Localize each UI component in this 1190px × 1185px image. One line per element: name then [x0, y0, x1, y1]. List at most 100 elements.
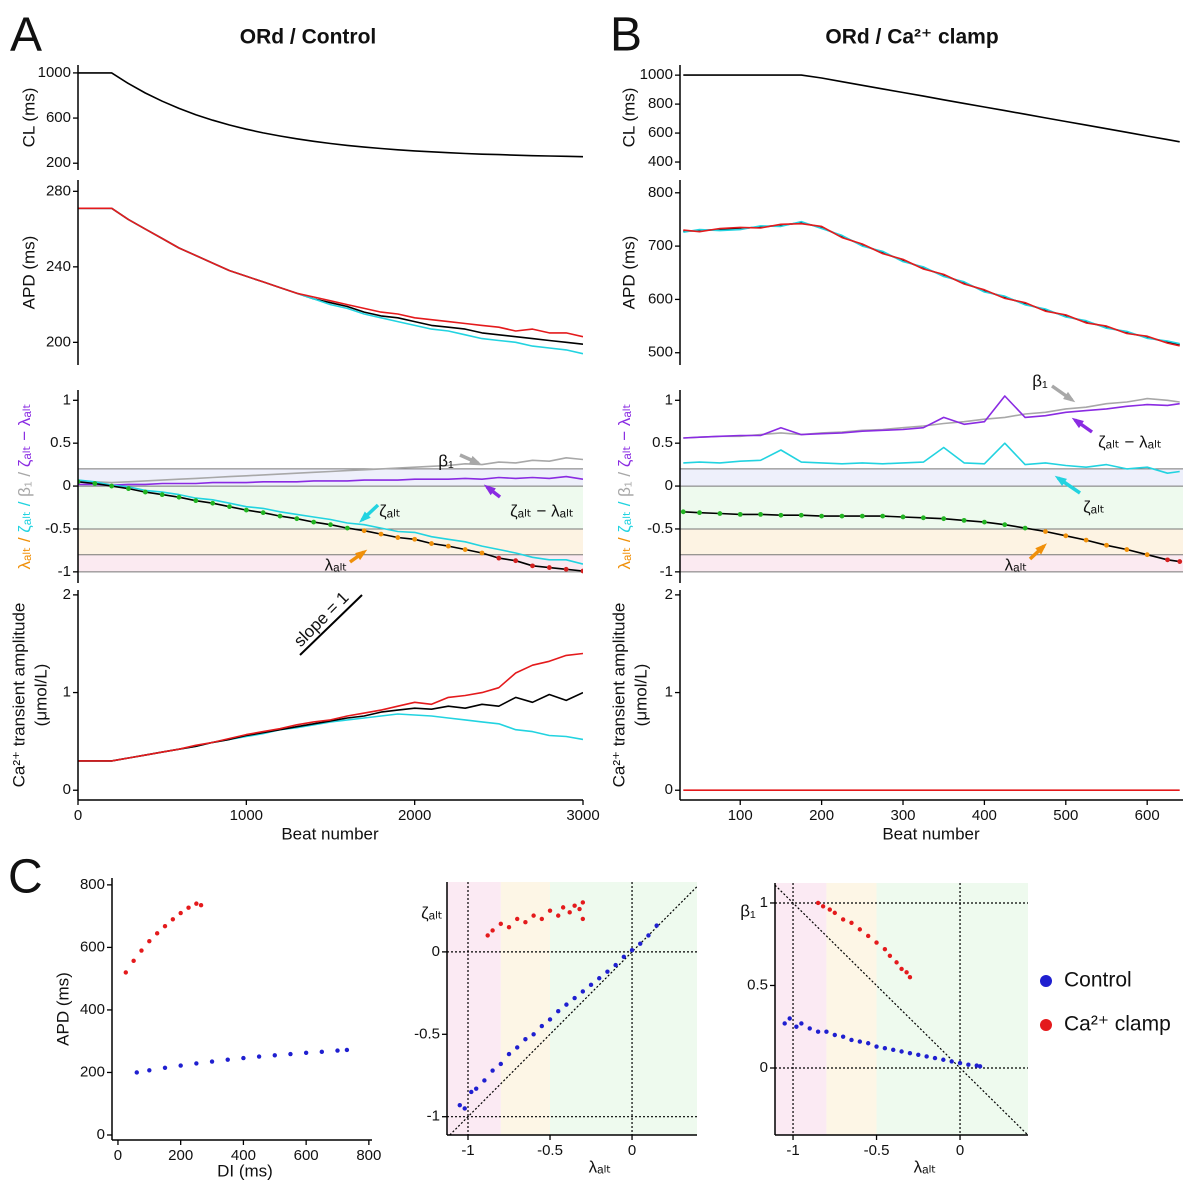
band — [78, 390, 583, 469]
y-tick-label: 200 — [80, 1063, 105, 1080]
y-tick-label: 1 — [63, 391, 71, 408]
y-tick-label: 0 — [97, 1126, 105, 1143]
scatter-point — [966, 1062, 971, 1067]
data-point — [1022, 525, 1028, 531]
x-tick-label: -0.5 — [864, 1142, 890, 1159]
scatter-point — [882, 1045, 888, 1051]
data-point — [311, 519, 317, 525]
scatter-point — [857, 927, 863, 932]
band — [78, 468, 583, 487]
scatter-point — [782, 1021, 787, 1026]
scatter-point — [787, 1016, 792, 1021]
y-axis-label: APD (ms) — [53, 972, 72, 1046]
x-tick-label: 800 — [356, 1147, 381, 1164]
scatter-point — [515, 916, 520, 922]
data-point — [1083, 537, 1089, 543]
scatter-point — [469, 1089, 474, 1095]
y-axis-label: (μmol/L) — [31, 664, 50, 727]
scatter-point — [178, 1063, 183, 1068]
scatter-point — [882, 946, 888, 952]
x-axis-label: Beat number — [281, 824, 379, 843]
scatter-point — [977, 1064, 983, 1069]
y-tick-label: 0 — [432, 943, 440, 960]
y-axis-label: CL (ms) — [19, 88, 38, 148]
y-tick-label: 1000 — [38, 64, 71, 81]
scatter-point — [523, 920, 528, 925]
scatter-point — [131, 958, 136, 964]
arrow-head — [1035, 543, 1047, 555]
scatter-point — [539, 1023, 545, 1029]
scatter-point — [288, 1051, 293, 1057]
data-point — [1165, 557, 1170, 563]
scatter-point — [840, 1034, 846, 1039]
scatter-point — [462, 1106, 467, 1111]
x-tick-label: 300 — [890, 807, 915, 824]
scatter-point — [815, 900, 821, 906]
data-line — [78, 457, 583, 484]
y-tick-label: 1 — [665, 684, 673, 701]
scatter-point — [577, 906, 582, 912]
scatter-point — [941, 1057, 946, 1062]
y-tick-label: 200 — [46, 333, 71, 350]
x-tick-label: -1 — [461, 1142, 474, 1159]
data-point — [717, 511, 723, 516]
data-point — [900, 514, 906, 520]
y-axis-label: APD (ms) — [619, 236, 638, 310]
y-tick-label: 0 — [665, 781, 673, 798]
scatter-point — [344, 1047, 350, 1053]
y-tick-label: 1 — [665, 391, 673, 408]
data-point — [1104, 542, 1109, 548]
y-axis-label: (μmol/L) — [631, 664, 650, 727]
y-tick-label: 2 — [63, 586, 71, 603]
y-tick-label: 600 — [648, 124, 673, 141]
scatter-point — [209, 1059, 215, 1064]
band — [78, 528, 583, 555]
annotation: ζₐₗₜ — [1083, 497, 1105, 516]
scatter-point — [556, 913, 561, 918]
data-point — [880, 513, 886, 519]
scatter-point — [547, 1017, 553, 1022]
band — [680, 486, 1183, 529]
scatter-point — [335, 1048, 340, 1053]
data-point — [513, 558, 519, 564]
scatter-point — [904, 970, 909, 975]
y-tick-label: 700 — [648, 237, 673, 254]
y-axis-label-part: λₐₗₜ — [615, 547, 634, 570]
y-axis-label-part: / — [615, 533, 634, 547]
y-axis-label-part: β₁ — [615, 481, 634, 497]
scatter-point — [621, 954, 627, 960]
data-point — [697, 510, 702, 516]
x-tick-label: 1000 — [230, 807, 263, 824]
scatter-point — [506, 924, 512, 930]
y-axis-label-part: / — [15, 533, 34, 547]
data-point — [92, 481, 98, 486]
annotation: ζₐₗₜ − λₐₗₜ — [510, 501, 574, 520]
y-tick-label: 800 — [648, 95, 673, 112]
y-tick-label: 200 — [46, 154, 71, 171]
scatter-point — [894, 960, 899, 965]
scatter-point — [154, 931, 160, 936]
scatter-point — [186, 905, 191, 910]
data-point — [1177, 559, 1183, 564]
scatter-point — [198, 903, 204, 908]
data-point — [260, 510, 266, 516]
scatter-point — [482, 1078, 487, 1083]
scatter-point — [824, 1029, 829, 1034]
scatter-point — [832, 910, 837, 916]
arrow-head — [359, 511, 371, 523]
scatter-point — [567, 910, 572, 915]
scatter-point — [887, 953, 893, 958]
data-point — [758, 511, 763, 517]
data-point — [227, 504, 232, 510]
y-axis-label: Ca²⁺ transient amplitude — [9, 603, 28, 788]
scatter-point — [849, 1037, 854, 1043]
data-line — [78, 475, 583, 486]
y-tick-label: 400 — [648, 153, 673, 170]
y-tick-label: 500 — [648, 344, 673, 361]
y-axis-label: β₁ — [740, 901, 756, 920]
scatter-point — [147, 1068, 152, 1073]
data-point — [412, 536, 418, 542]
diagonal-line — [775, 884, 1028, 1135]
data-point — [378, 531, 384, 537]
